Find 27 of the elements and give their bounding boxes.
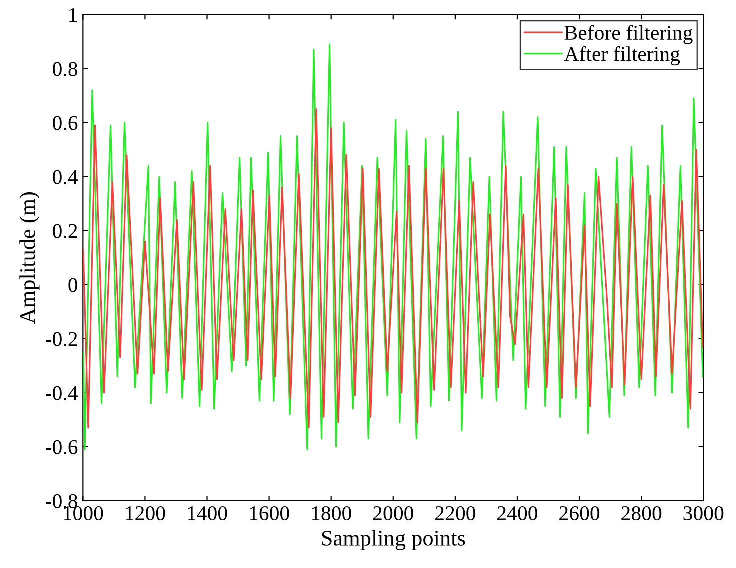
y-axis-title: Amplitude (m) xyxy=(20,192,40,324)
x-tick-label: 2600 xyxy=(560,506,600,520)
x-tick-label: 1800 xyxy=(312,506,352,520)
line-series xyxy=(83,44,704,450)
x-axis-title: Sampling points xyxy=(322,530,466,550)
y-tick-label: -0.2 xyxy=(46,332,78,346)
x-tick-label: 2000 xyxy=(373,506,414,520)
x-tick-label: 1400 xyxy=(188,506,228,520)
y-tick-label: 1 xyxy=(70,8,78,22)
y-tick-label: 0 xyxy=(68,278,78,292)
x-tick-label: 2200 xyxy=(436,506,476,520)
legend-label: Before filtering xyxy=(564,25,693,44)
y-tick-label: 0.4 xyxy=(53,170,78,184)
x-tick-label: 1000 xyxy=(64,506,104,520)
x-tick-label: 1200 xyxy=(126,506,166,520)
y-tick-label: 0.2 xyxy=(53,224,78,238)
x-tick-label: 2800 xyxy=(622,506,662,520)
x-tick-label: 2400 xyxy=(498,506,538,520)
y-tick-label: -0.4 xyxy=(46,386,78,400)
legend-label: After filtering xyxy=(564,46,680,66)
y-tick-label: 0.8 xyxy=(53,62,78,76)
x-tick-label: 3000 xyxy=(684,506,724,520)
line-series xyxy=(83,108,704,429)
y-tick-label: -0.8 xyxy=(46,494,78,508)
y-tick-label: 0.6 xyxy=(53,116,78,130)
y-tick-label: -0.6 xyxy=(46,440,78,454)
x-tick-label: 1600 xyxy=(250,506,290,520)
